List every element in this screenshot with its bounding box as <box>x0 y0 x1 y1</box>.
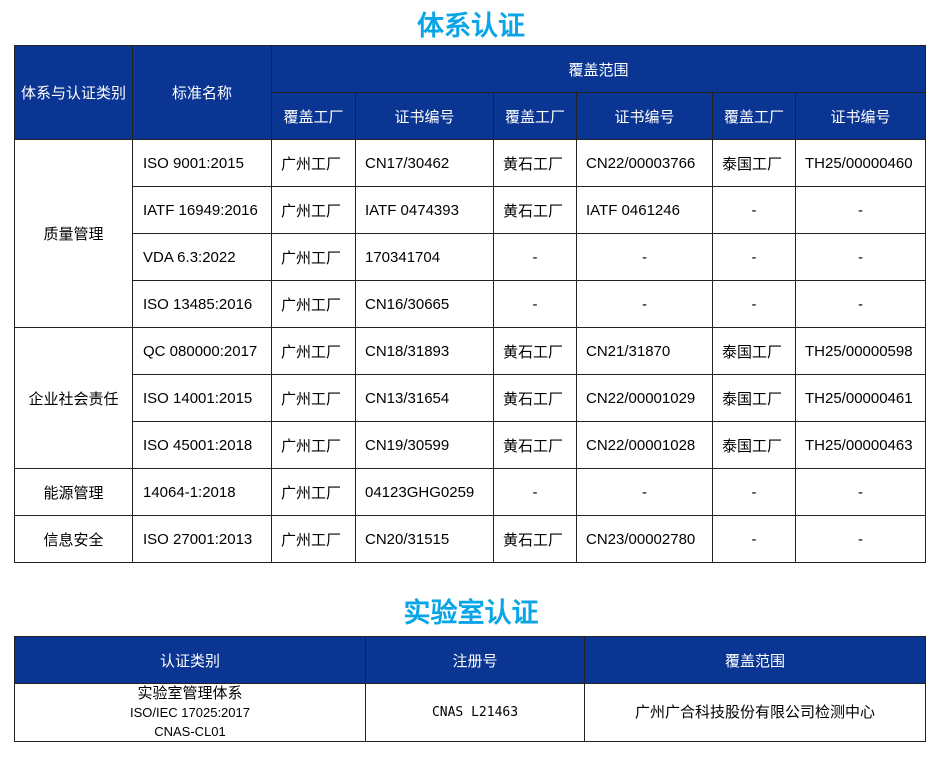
lab-header-registration: 注册号 <box>365 636 585 684</box>
cert-no-cell: - <box>794 468 927 516</box>
factory-cell: - <box>712 515 796 563</box>
cert-no-cell: IATF 0461246 <box>576 186 713 234</box>
factory-cell: 广州工厂 <box>271 374 356 422</box>
table-row: ISO 14001:2015 广州工厂 CN13/31654 黄石工厂 CN22/000… <box>15 374 927 422</box>
category-cell: 企业社会责任 <box>14 327 133 469</box>
category-cell: 能源管理 <box>14 468 133 516</box>
standard-cell: ISO 45001:2018 <box>132 421 272 469</box>
standard-cell: QC 080000:2017 <box>132 327 272 375</box>
header-factory: 覆盖工厂 <box>712 92 796 140</box>
factory-cell: 泰国工厂 <box>712 139 796 187</box>
cert-no-cell: - <box>794 515 927 563</box>
table-row: ISO 13485:2016 广州工厂 CN16/30665- - - - <box>15 280 927 328</box>
category-cell: 信息安全 <box>14 515 133 563</box>
lab-cert-title: 实验室认证 <box>403 598 539 629</box>
header-standard: 标准名称 <box>132 45 272 140</box>
system-cert-table: 体系与认证类别 标准名称 覆盖范围 覆盖工厂 证书编号 覆盖工厂 证书编号 覆盖工厂 证书… <box>14 45 927 563</box>
header-cert-no: 证书编号 <box>794 92 927 140</box>
lab-header-category: 认证类别 <box>14 636 366 684</box>
cert-no-cell: CN16/30665 <box>355 280 494 328</box>
cert-no-cell: CN22/00001029 <box>576 374 713 422</box>
cert-no-cell: CN22/00001028 <box>576 421 713 469</box>
standard-cell: ISO 14001:2015 <box>132 374 272 422</box>
cert-no-cell: CN19/30599 <box>355 421 494 469</box>
factory-cell: 广州工厂 <box>271 186 356 234</box>
cert-no-cell: CN21/31870 <box>576 327 713 375</box>
cert-no-cell: CN17/30462 <box>355 139 494 187</box>
header-factory: 覆盖工厂 <box>271 92 356 140</box>
table-row: 质量管理 ISO 9001:2015 广州工厂 CN17/30462 黄石工厂 CN22/… <box>14 139 927 328</box>
table-row: 信息安全 ISO 27001:2013 广州工厂 CN20/31515 黄石工厂 CN23… <box>14 515 927 563</box>
table-row: ISO 45001:2018 广州工厂 CN19/30599 黄石工厂 CN22/000… <box>15 421 927 469</box>
header-coverage: 覆盖范围 <box>270 45 927 93</box>
factory-cell: 广州工厂 <box>271 468 356 516</box>
cert-no-cell: - <box>576 280 713 328</box>
cert-no-cell: TH25/00000461 <box>794 374 927 422</box>
cert-no-cell: IATF 0474393 <box>355 186 494 234</box>
cert-no-cell: 170341704 <box>355 233 494 281</box>
cert-no-cell: TH25/00000598 <box>794 327 927 375</box>
table-row: 企业社会责任 QC 080000:2017 广州工厂 CN18/31893 黄石工厂 CN… <box>14 327 927 469</box>
header-cert-no: 证书编号 <box>355 92 494 140</box>
cert-no-cell: - <box>576 468 713 516</box>
standard-cell: IATF 16949:2016 <box>132 186 272 234</box>
factory-cell: 黄石工厂 <box>493 186 577 234</box>
standard-cell: ISO 13485:2016 <box>132 280 272 328</box>
lab-category-line: CNAS-CL01 <box>154 724 226 739</box>
factory-cell: 广州工厂 <box>271 233 356 281</box>
factory-cell: 广州工厂 <box>271 515 356 563</box>
factory-cell: - <box>493 280 577 328</box>
lab-category-line: ISO/IEC 17025:2017 <box>130 705 250 720</box>
cert-no-cell: CN18/31893 <box>355 327 494 375</box>
cert-no-cell: CN13/31654 <box>355 374 494 422</box>
factory-cell: 黄石工厂 <box>493 139 577 187</box>
table-row: IATF 16949:2016 广州工厂 IATF 0474393 黄石工厂 IATF … <box>15 186 927 234</box>
standard-cell: ISO 27001:2013 <box>132 515 272 563</box>
system-cert-title: 体系认证 <box>417 11 525 42</box>
lab-registration: CNAS L21463 <box>365 683 585 742</box>
factory-cell: 黄石工厂 <box>493 421 577 469</box>
cert-no-cell: - <box>576 233 713 281</box>
standard-cell: VDA 6.3:2022 <box>132 233 272 281</box>
cert-no-cell: - <box>794 233 927 281</box>
factory-cell: 广州工厂 <box>271 421 356 469</box>
header-factory: 覆盖工厂 <box>493 92 577 140</box>
factory-cell: - <box>493 468 577 516</box>
factory-cell: - <box>712 280 796 328</box>
factory-cell: 广州工厂 <box>271 280 356 328</box>
cert-no-cell: 04123GHG0259 <box>355 468 494 516</box>
cert-no-cell: CN23/00002780 <box>576 515 713 563</box>
lab-header-coverage: 覆盖范围 <box>584 636 926 684</box>
factory-cell: - <box>493 233 577 281</box>
header-category: 体系与认证类别 <box>14 45 133 140</box>
cert-no-cell: TH25/00000460 <box>794 139 927 187</box>
factory-cell: 黄石工厂 <box>493 515 577 563</box>
category-cell: 质量管理 <box>14 139 133 328</box>
factory-cell: 广州工厂 <box>271 327 356 375</box>
table-row: VDA 6.3:2022 广州工厂 170341704- - - - <box>15 233 927 281</box>
factory-cell: - <box>712 186 796 234</box>
cert-no-cell: CN20/31515 <box>355 515 494 563</box>
factory-cell: - <box>712 468 796 516</box>
table-row: 能源管理 14064-1:2018 广州工厂 04123GHG0259- - - - <box>14 468 927 516</box>
lab-category-line: 实验室管理体系 <box>137 685 243 702</box>
cert-no-cell: TH25/00000463 <box>794 421 927 469</box>
cert-no-cell: - <box>794 280 927 328</box>
cert-no-cell: - <box>794 186 927 234</box>
factory-cell: 泰国工厂 <box>712 327 796 375</box>
cert-no-cell: CN22/00003766 <box>576 139 713 187</box>
factory-cell: 广州工厂 <box>271 139 356 187</box>
factory-cell: - <box>712 233 796 281</box>
header-cert-no: 证书编号 <box>576 92 713 140</box>
lab-coverage: 广州广合科技股份有限公司检测中心 <box>584 683 926 742</box>
standard-cell: 14064-1:2018 <box>132 468 272 516</box>
factory-cell: 泰国工厂 <box>712 421 796 469</box>
lab-cert-table: 认证类别 注册号 覆盖范围 实验室管理体系 ISO/IEC 17025:2017… <box>14 636 926 742</box>
lab-category: 实验室管理体系 ISO/IEC 17025:2017 CNAS-CL01 <box>14 683 366 742</box>
factory-cell: 黄石工厂 <box>493 327 577 375</box>
table-row: 实验室管理体系 ISO/IEC 17025:2017 CNAS-CL01 CNA… <box>14 683 926 742</box>
factory-cell: 黄石工厂 <box>493 374 577 422</box>
factory-cell: 泰国工厂 <box>712 374 796 422</box>
standard-cell: ISO 9001:2015 <box>132 139 272 187</box>
